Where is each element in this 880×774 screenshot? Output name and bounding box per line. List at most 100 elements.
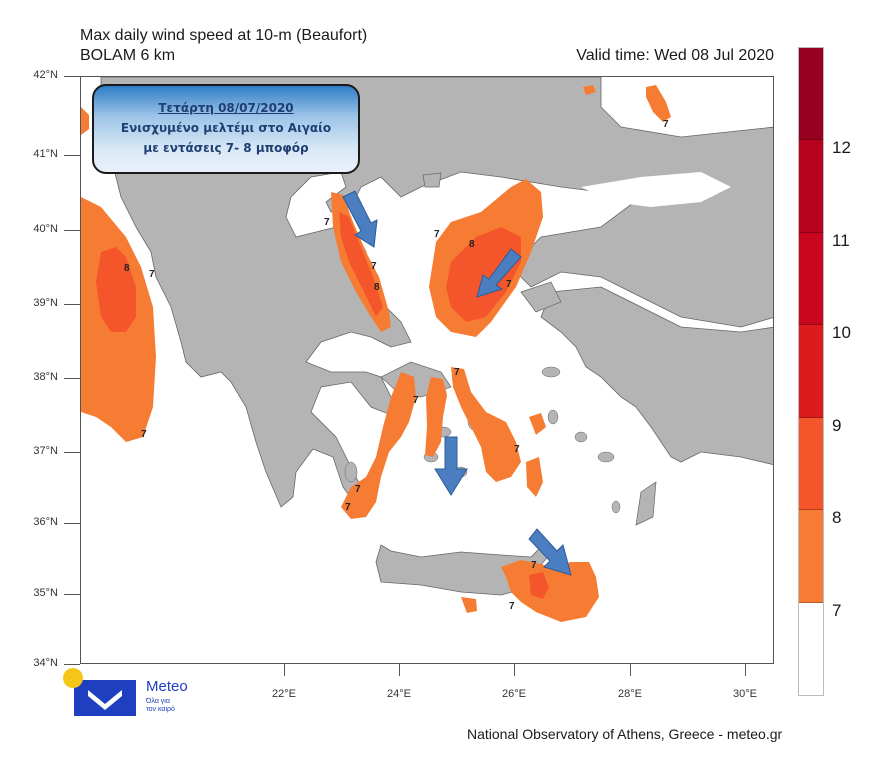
contour-label: 7 [454, 367, 460, 378]
lon-label: 28°E [618, 688, 642, 700]
chart-title: Max daily wind speed at 10-m (Beaufort) … [80, 26, 367, 66]
contour-label: 7 [514, 444, 520, 455]
lat-label: 42°N [33, 69, 58, 81]
region-thermaic-core [339, 212, 383, 317]
lon-label: 30°E [733, 688, 757, 700]
lat-tick [64, 76, 80, 77]
lat-tick [64, 378, 80, 379]
title-line-2: BOLAM 6 km [80, 47, 176, 64]
legend-label: 12 [832, 138, 851, 157]
lon-label: 26°E [502, 688, 526, 700]
contour-label: 7 [434, 229, 440, 240]
land-thasos [422, 172, 442, 188]
wind-arrows [342, 190, 572, 576]
region-ionian-core [96, 247, 136, 332]
legend-label: 10 [832, 323, 851, 342]
contour-label: 7 [413, 395, 419, 406]
lat-label: 37°N [33, 445, 58, 457]
contour-label: 8 [469, 239, 475, 250]
region-blacksea [646, 85, 671, 122]
contour-label: 8 [374, 282, 380, 293]
logo-tagline-2: τον καιρό [146, 706, 175, 713]
contour-label: 7 [509, 601, 515, 612]
legend-swatch-11-12 [799, 140, 823, 233]
legend-label: 9 [832, 416, 842, 435]
logo-tagline-1: Όλα για [146, 698, 170, 705]
legend-swatch-10-11 [799, 233, 823, 325]
lat-label: 35°N [33, 587, 58, 599]
legend-swatch-below-7 [799, 603, 823, 695]
colorbar-legend [798, 47, 824, 696]
contour-label: 7 [371, 261, 377, 272]
arrow-east-crete-icon [528, 528, 572, 576]
contour-label: 7 [324, 217, 330, 228]
forecast-callout: Τετάρτη 08/07/2020 Ενισχυμένο μελτέμι στ… [92, 84, 360, 174]
legend-label: 8 [832, 508, 842, 527]
region-central-aegean-2 [425, 377, 447, 457]
region-central-aegean-3 [451, 367, 521, 482]
lon-tick [284, 664, 285, 676]
lon-label: 24°E [387, 688, 411, 700]
meteo-logo-icon [63, 668, 136, 716]
logo-tagline: Όλα για τον καιρό [146, 698, 175, 714]
legend-swatch-above-12 [799, 48, 823, 140]
region-central-aegean-1 [341, 372, 416, 519]
lat-label: 40°N [33, 223, 58, 235]
valid-time: Valid time: Wed 08 Jul 2020 [576, 47, 774, 64]
region-chios-patch [529, 413, 546, 435]
legend-swatch-8-9 [799, 418, 823, 510]
lat-label: 36°N [33, 516, 58, 528]
lat-label: 41°N [33, 148, 58, 160]
region-blacksea-small [583, 85, 596, 95]
region-east-crete-core [529, 572, 549, 599]
lat-label: 39°N [33, 297, 58, 309]
lon-tick [745, 664, 746, 676]
land-rhodes [635, 481, 657, 526]
contour-label: 7 [531, 560, 537, 571]
region-ionian-north [81, 107, 89, 135]
lon-tick [630, 664, 631, 676]
lat-tick [64, 594, 80, 595]
map-svg: 8 7 7 7 7 8 7 8 7 7 7 7 7 7 7 7 7 [81, 77, 773, 622]
contour-label: 7 [141, 429, 147, 440]
sea-marmara [581, 172, 731, 207]
callout-headline: Ενισχυμένο μελτέμι στο Αιγαίο [120, 121, 332, 135]
contour-label: 7 [506, 279, 512, 290]
land-lesbos [520, 281, 562, 313]
region-east-crete [501, 560, 599, 622]
title-line-1: Max daily wind speed at 10-m (Beaufort) [80, 27, 368, 44]
lon-tick [399, 664, 400, 676]
logo-name: Meteo [146, 678, 188, 695]
contour-label: 7 [663, 119, 669, 130]
wind-8-9-regions [96, 212, 549, 599]
contour-label: 8 [124, 263, 130, 274]
contour-label: 7 [149, 269, 155, 280]
contour-label: 7 [345, 502, 351, 513]
lon-tick [514, 664, 515, 676]
meteo-logo: Meteo Όλα για τον καιρό [62, 666, 202, 718]
contour-labels: 8 7 7 7 7 8 7 8 7 7 7 7 7 7 7 7 7 [124, 119, 669, 612]
lat-tick [64, 304, 80, 305]
legend-swatch-7-8 [799, 510, 823, 603]
arrow-north-aegean-icon [476, 248, 522, 298]
lat-tick [64, 664, 80, 665]
legend-label: 7 [832, 601, 842, 620]
region-crete-south [461, 597, 477, 613]
lat-label: 34°N [33, 657, 58, 669]
lat-tick [64, 230, 80, 231]
lon-label: 22°E [272, 688, 296, 700]
legend-label: 11 [832, 231, 850, 250]
arrow-thermaic-icon [342, 190, 378, 248]
land-anatolia [540, 286, 773, 465]
lat-label: 38°N [33, 371, 58, 383]
callout-date: Τετάρτη 08/07/2020 [158, 101, 294, 115]
lat-tick [64, 452, 80, 453]
lat-tick [64, 155, 80, 156]
map-area: 8 7 7 7 7 8 7 8 7 7 7 7 7 7 7 7 7 [80, 76, 774, 664]
region-north-aegean-core [446, 227, 521, 322]
lat-tick [64, 523, 80, 524]
callout-intensity: με εντάσεις 7- 8 μποφόρ [143, 141, 309, 155]
region-kalymnos-patch [526, 457, 543, 497]
contour-label: 7 [355, 484, 361, 495]
footer-credit: National Observatory of Athens, Greece -… [467, 726, 783, 742]
